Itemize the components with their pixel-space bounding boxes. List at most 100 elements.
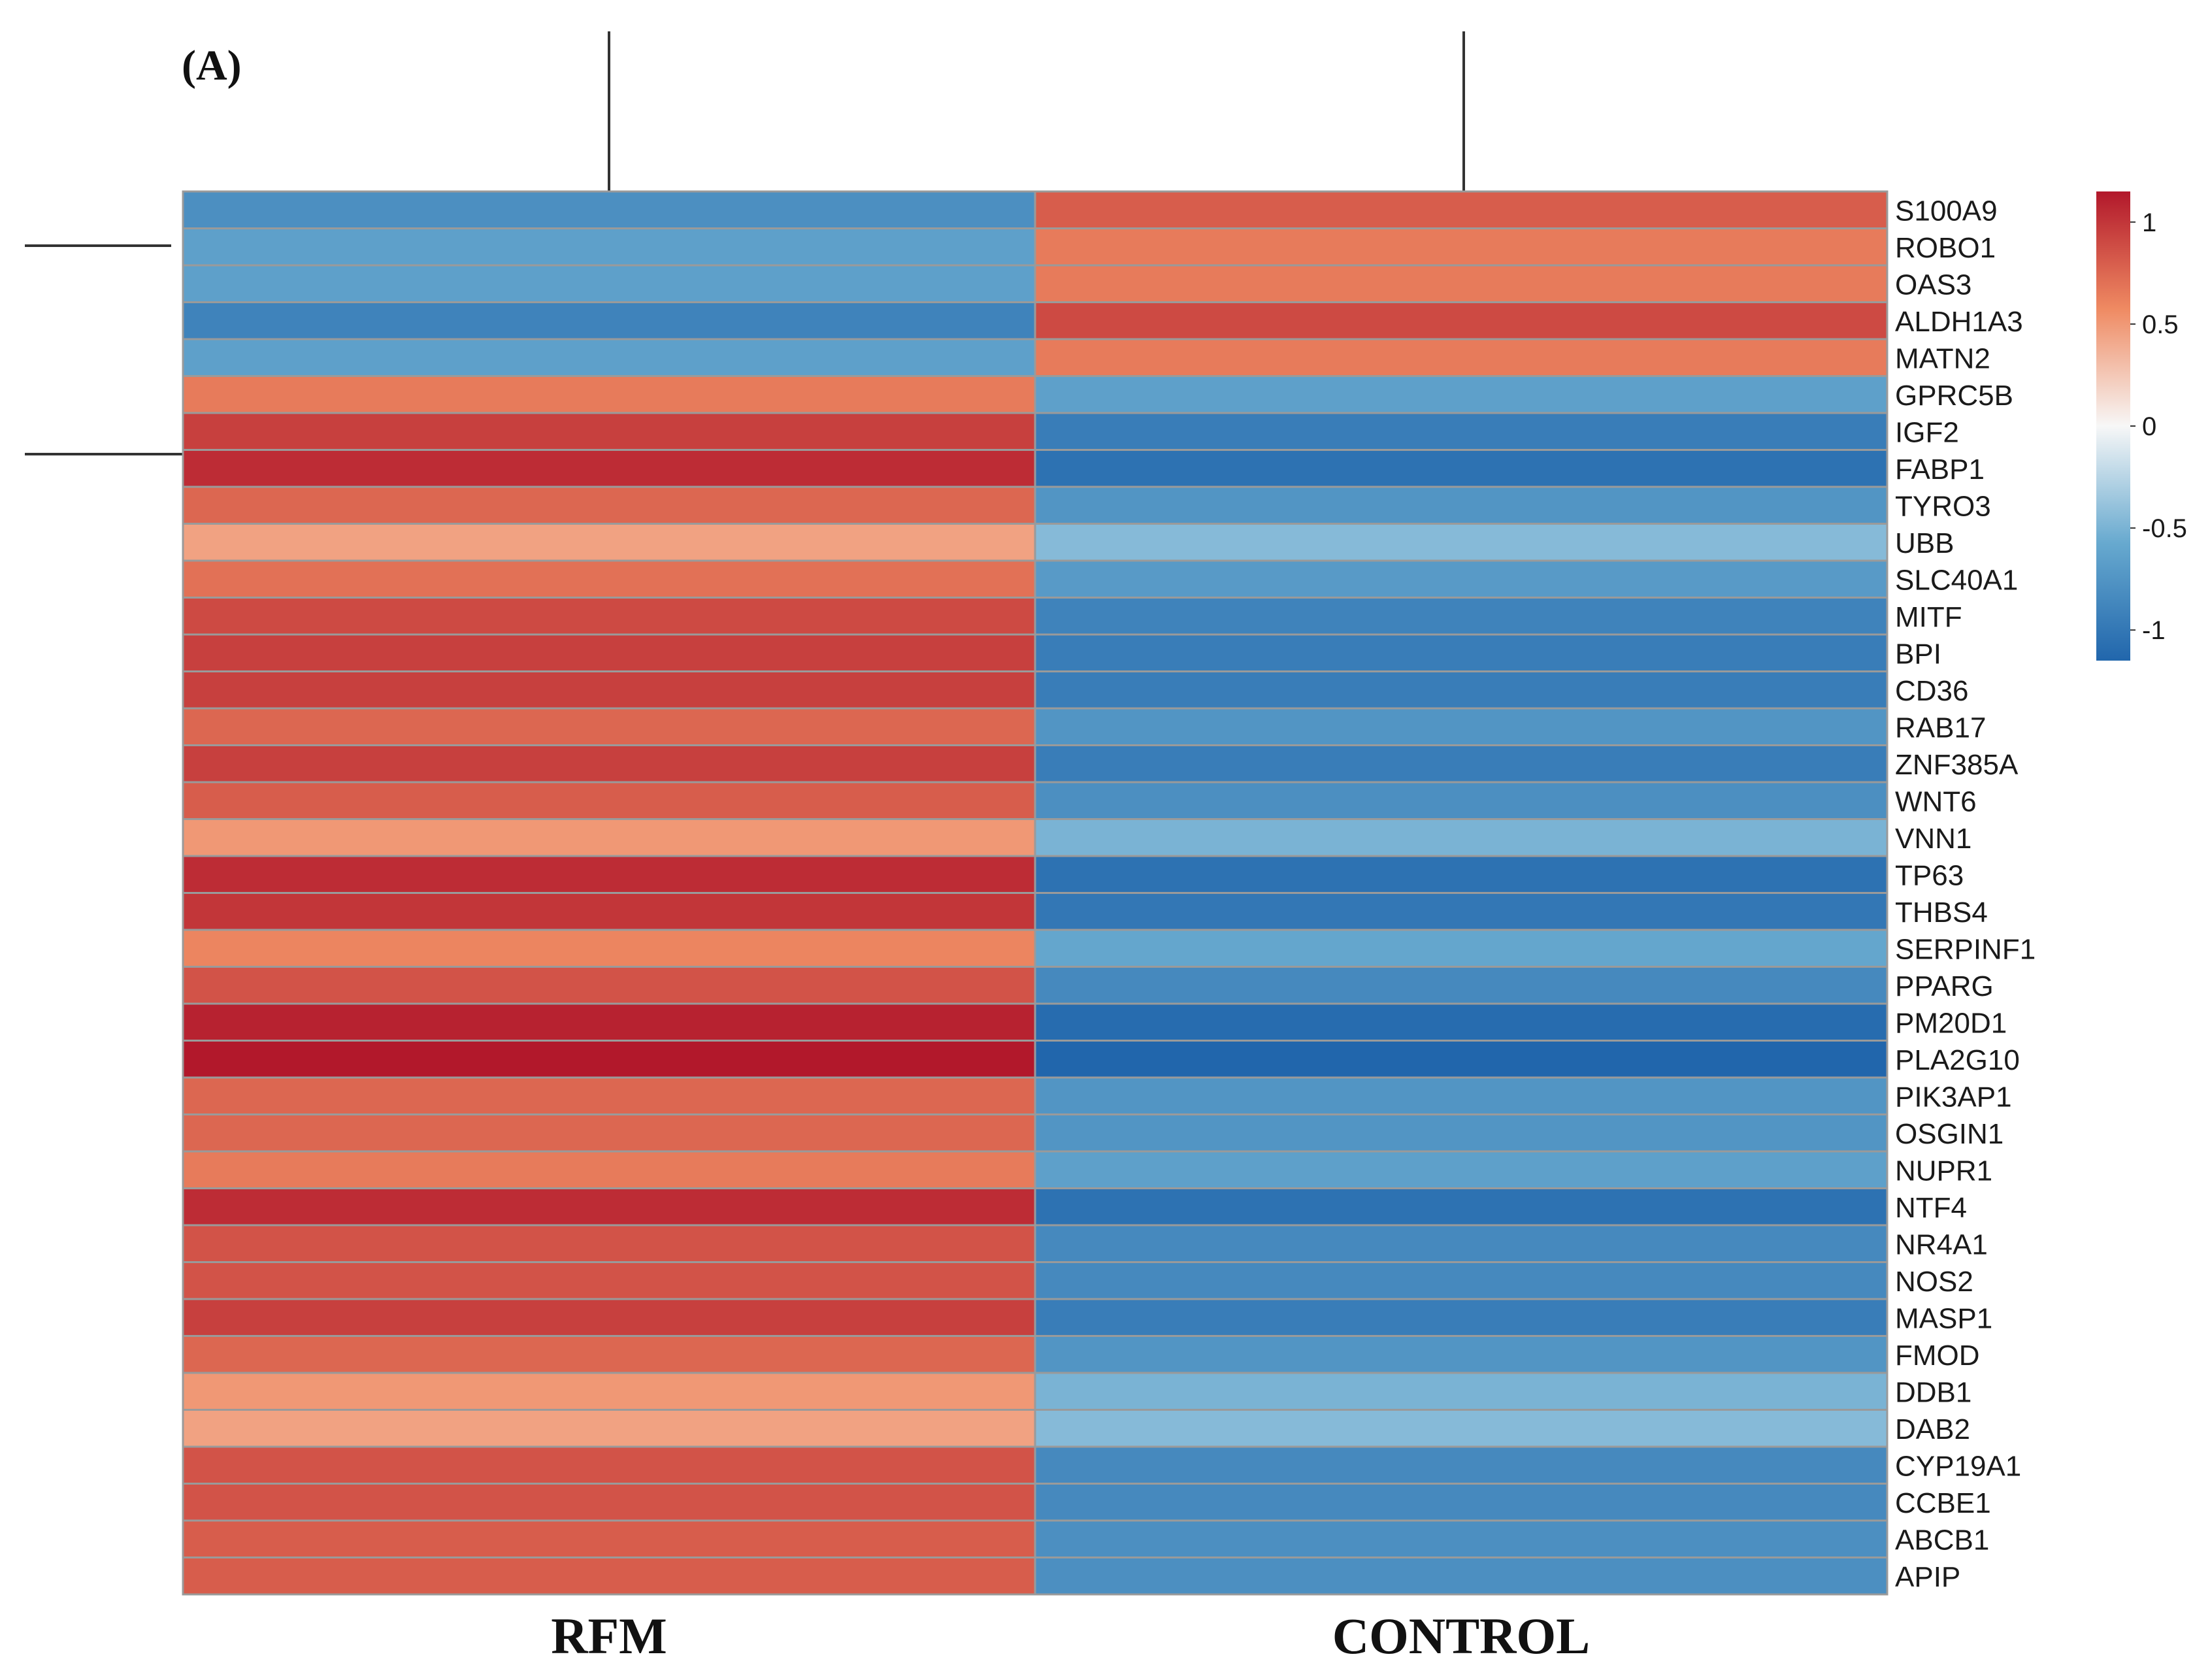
gene-label-ccbe1: CCBE1 [1895, 1487, 1991, 1519]
gene-label-rab17: RAB17 [1895, 712, 1986, 744]
gene-label-oas3: OAS3 [1895, 269, 1971, 301]
heatmap-cell-pik3ap1-rfm [182, 1076, 1036, 1115]
gene-label-nr4a1: NR4A1 [1895, 1228, 1988, 1260]
gene-label-aldh1a3: ALDH1A3 [1895, 306, 2023, 338]
gene-label-slc40a1: SLC40A1 [1895, 564, 2018, 596]
legend-tick-label: 0.5 [2142, 310, 2179, 339]
heatmap-cell-slc40a1-rfm [182, 559, 1036, 599]
heatmap-cell-ubb-rfm [182, 523, 1036, 562]
column-dendrogram [608, 31, 1465, 191]
gene-label-znf385a: ZNF385A [1895, 749, 2019, 781]
gene-label-igf2: IGF2 [1895, 416, 1959, 448]
column-labels: RFM CONTROL [551, 1607, 1590, 1664]
heatmap-cell-ubb-control [1034, 523, 1888, 562]
gene-label-s100a9: S100A9 [1895, 195, 1998, 227]
gene-label-cd36: CD36 [1895, 675, 1969, 707]
heatmap-cell-pik3ap1-control [1034, 1076, 1888, 1115]
heatmap-cell-nr4a1-control [1034, 1224, 1888, 1263]
heatmap-cell-nr4a1-rfm [182, 1224, 1036, 1263]
heatmap-cell-s100a9-rfm [182, 190, 1036, 229]
heatmap-cell-pla2g10-rfm [182, 1040, 1036, 1079]
heatmap-cell-tp63-rfm [182, 855, 1036, 894]
heatmap-cell-nupr1-rfm [182, 1150, 1036, 1189]
heatmap-cell-nos2-rfm [182, 1261, 1036, 1300]
heatmap-cell-serpinf1-control [1034, 929, 1888, 968]
heatmap-cells [182, 190, 1888, 1596]
heatmap-cell-ddb1-control [1034, 1372, 1888, 1411]
heatmap-cell-cd36-rfm [182, 670, 1036, 710]
gene-label-bpi: BPI [1895, 638, 1941, 670]
row-dendrogram [25, 244, 183, 455]
heatmap-cell-tp63-control [1034, 855, 1888, 894]
heatmap-cell-ccbe1-rfm [182, 1483, 1036, 1522]
column-label-rfm: RFM [551, 1607, 667, 1664]
heatmap-cell-aldh1a3-rfm [182, 301, 1036, 340]
heatmap-cell-znf385a-control [1034, 744, 1888, 783]
heatmap-cell-gprc5b-rfm [182, 375, 1036, 414]
gene-label-abcb1: ABCB1 [1895, 1524, 1989, 1556]
heatmap-cell-dab2-control [1034, 1409, 1888, 1448]
heatmap-cell-pm20d1-control [1034, 1002, 1888, 1042]
gene-label-serpinf1: SERPINF1 [1895, 933, 2036, 965]
heatmap-cell-mitf-control [1034, 597, 1888, 636]
heatmap-cell-ntf4-rfm [182, 1187, 1036, 1227]
gene-label-ddb1: DDB1 [1895, 1376, 1971, 1408]
heatmap-cell-oas3-rfm [182, 264, 1036, 303]
legend-tick-label: 0 [2142, 412, 2156, 441]
heatmap-cell-masp1-control [1034, 1298, 1888, 1337]
heatmap-cell-osgin1-control [1034, 1113, 1888, 1153]
heatmap-cell-ccbe1-control [1034, 1483, 1888, 1522]
heatmap-cell-pla2g10-control [1034, 1040, 1888, 1079]
heatmap-cell-aldh1a3-control [1034, 301, 1888, 340]
gene-labels: S100A9 ROBO1 OAS3 ALDH1A3 MATN2 GPRC5B IGF2 FAB… [1895, 195, 2036, 1593]
heatmap-cell-rab17-rfm [182, 707, 1036, 746]
heatmap-cell-fabp1-control [1034, 449, 1888, 488]
legend-tick-label: 1 [2142, 208, 2156, 237]
heatmap-cell-wnt6-control [1034, 781, 1888, 820]
heatmap-cell-matn2-control [1034, 338, 1888, 377]
column-label-control: CONTROL [1332, 1607, 1590, 1664]
heatmap-cell-pm20d1-rfm [182, 1002, 1036, 1042]
heatmap-cell-vnn1-rfm [182, 818, 1036, 857]
gene-label-fmod: FMOD [1895, 1340, 1980, 1372]
heatmap-cell-thbs4-control [1034, 892, 1888, 931]
color-legend: 1 0.5 0 -0.5 -1 [2096, 191, 2187, 661]
gene-label-pik3ap1: PIK3AP1 [1895, 1081, 2012, 1113]
gene-label-wnt6: WNT6 [1895, 785, 1977, 817]
gene-label-pla2g10: PLA2G10 [1895, 1044, 2020, 1076]
legend-color-bar [2096, 191, 2130, 661]
gene-label-osgin1: OSGIN1 [1895, 1118, 2004, 1150]
panel-label: (A) [182, 42, 242, 90]
gene-label-robo1: ROBO1 [1895, 232, 1996, 264]
heatmap-cell-s100a9-control [1034, 190, 1888, 229]
heatmap-cell-vnn1-control [1034, 818, 1888, 857]
gene-label-gprc5b: GPRC5B [1895, 380, 2013, 412]
heatmap-cell-apip-control [1034, 1556, 1888, 1596]
heatmap-cell-slc40a1-control [1034, 559, 1888, 599]
heatmap-cell-wnt6-rfm [182, 781, 1036, 820]
gene-label-ubb: UBB [1895, 527, 1954, 559]
heatmap-cell-matn2-rfm [182, 338, 1036, 377]
gene-label-nos2: NOS2 [1895, 1266, 1973, 1298]
heatmap-cell-nupr1-control [1034, 1150, 1888, 1189]
heatmap-cell-rab17-control [1034, 707, 1888, 746]
heatmap-cell-abcb1-rfm [182, 1519, 1036, 1558]
heatmap-cell-tyro3-control [1034, 486, 1888, 525]
heatmap-cell-fabp1-rfm [182, 449, 1036, 488]
gene-label-matn2: MATN2 [1895, 342, 1990, 374]
legend-tick-label: -0.5 [2142, 514, 2187, 543]
gene-label-pparg: PPARG [1895, 970, 1994, 1002]
heatmap-cell-fmod-control [1034, 1335, 1888, 1374]
heatmap-cell-pparg-control [1034, 966, 1888, 1005]
heatmap-cell-bpi-rfm [182, 633, 1036, 672]
heatmap-cell-ntf4-control [1034, 1187, 1888, 1227]
heatmap-cell-fmod-rfm [182, 1335, 1036, 1374]
heatmap-cell-masp1-rfm [182, 1298, 1036, 1337]
gene-label-apip: APIP [1895, 1561, 1960, 1593]
gene-label-cyp19a1: CYP19A1 [1895, 1450, 2021, 1482]
heatmap-cell-tyro3-rfm [182, 486, 1036, 525]
heatmap-cell-igf2-rfm [182, 412, 1036, 451]
gene-label-dab2: DAB2 [1895, 1413, 1970, 1445]
gene-label-ntf4: NTF4 [1895, 1192, 1967, 1224]
